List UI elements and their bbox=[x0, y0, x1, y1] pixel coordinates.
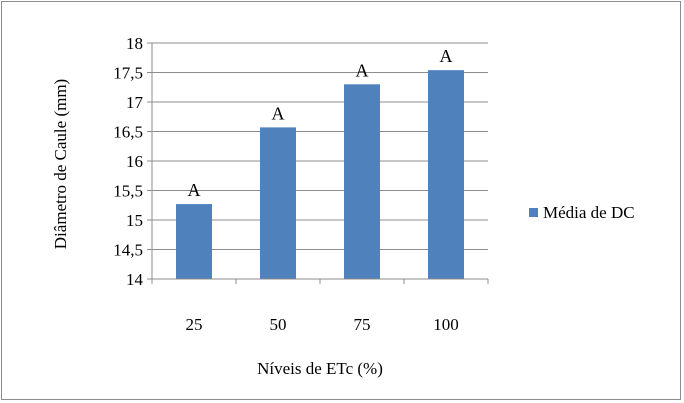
y-tick-label: 18 bbox=[126, 34, 143, 53]
legend: Média de DC bbox=[529, 203, 635, 222]
y-tick-label: 15,5 bbox=[113, 182, 143, 201]
bar-25 bbox=[176, 204, 212, 279]
legend-swatch bbox=[529, 208, 538, 217]
data-label: A bbox=[188, 180, 201, 200]
y-tick-label: 17 bbox=[126, 93, 144, 112]
data-label: A bbox=[272, 103, 285, 123]
x-tick-label: 100 bbox=[433, 315, 459, 334]
x-tick-label: 50 bbox=[270, 315, 287, 334]
legend-label: Média de DC bbox=[543, 203, 635, 222]
x-tick-label: 25 bbox=[186, 315, 203, 334]
y-axis-title: Diâmetro de Caule (mm) bbox=[51, 79, 70, 249]
bars bbox=[176, 70, 464, 280]
axes bbox=[147, 42, 489, 284]
y-tick-label: 17,5 bbox=[113, 64, 143, 83]
bar-50 bbox=[260, 127, 296, 280]
data-label: A bbox=[440, 46, 453, 66]
y-tick-label: 16 bbox=[126, 152, 143, 171]
tick-labels: 14 14,5 15 15,5 16 16,5 17 17,5 18 A 25 A 50 A 75 A 100 bbox=[113, 34, 459, 334]
bar-75 bbox=[344, 84, 380, 279]
y-tick-label: 14 bbox=[126, 270, 144, 289]
data-label: A bbox=[356, 60, 369, 80]
x-tick-label: 75 bbox=[354, 315, 371, 334]
y-tick-label: 16,5 bbox=[113, 123, 143, 142]
x-axis-title: Níveis de ETc (%) bbox=[257, 359, 383, 378]
y-tick-label: 15 bbox=[126, 211, 143, 230]
y-tick-label: 14,5 bbox=[113, 241, 143, 260]
bar-100 bbox=[428, 70, 464, 279]
